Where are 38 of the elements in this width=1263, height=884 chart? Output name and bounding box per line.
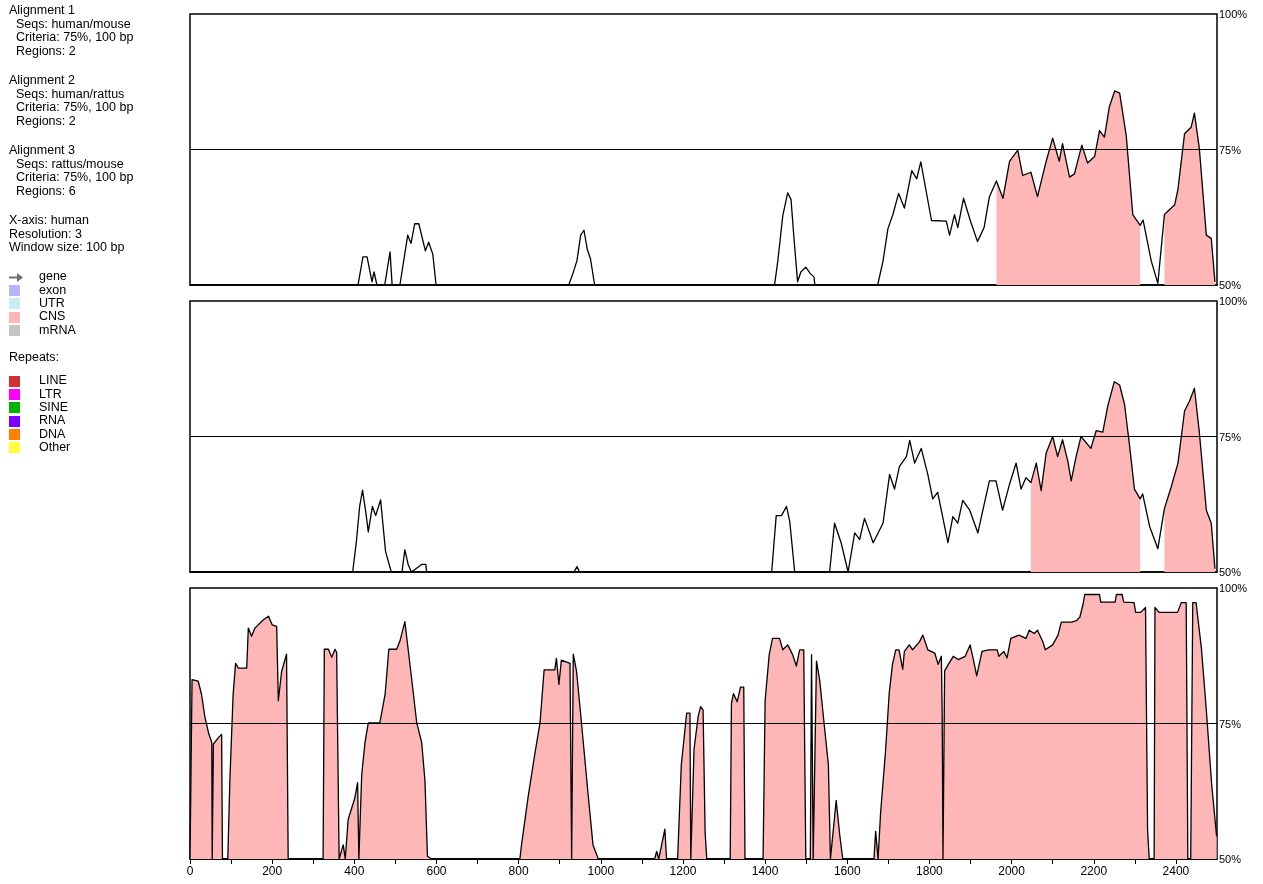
y-tick-label: 100%	[1219, 582, 1248, 594]
x-tick-label: 1600	[833, 864, 861, 878]
x-tick-label: 1200	[669, 864, 697, 878]
y-tick-label: 100%	[1219, 295, 1248, 307]
text: X-axis: human Resolution: 3 Window size: 100 bp	[9, 213, 126, 255]
text: mRNA	[39, 322, 76, 338]
text: SINE	[39, 399, 69, 415]
y-tick-label: 100%	[1219, 8, 1248, 20]
text: Other	[39, 439, 71, 455]
text: Repeats:	[9, 349, 61, 365]
y-tick-label: 50%	[1219, 853, 1242, 865]
text: LINE	[39, 373, 67, 388]
x-tick-label: 1000	[587, 864, 615, 878]
x-tick-label: 400	[344, 864, 365, 878]
x-tick-label: 1400	[751, 864, 779, 878]
text: gene	[39, 269, 67, 284]
x-tick-label: 800	[508, 864, 529, 878]
x-tick-label: 2200	[1080, 864, 1108, 878]
y-tick-label: 75%	[1219, 717, 1242, 730]
y-tick-label: 50%	[1219, 566, 1242, 578]
x-tick-label: 1800	[916, 864, 944, 878]
y-tick-label: 75%	[1219, 143, 1242, 156]
text: LTR	[39, 386, 62, 402]
x-tick-label: 2400	[1162, 864, 1190, 878]
text: DNA	[39, 426, 66, 442]
x-tick-label: 200	[262, 864, 283, 878]
text: Alignment 2 Seqs: human/rattus Criteria: 75%, 100 bp Regions: 2	[9, 73, 135, 128]
x-tick-label: 600	[426, 864, 447, 878]
y-tick-label: 50%	[1219, 279, 1242, 291]
text: exon	[39, 282, 67, 298]
text: Alignment 1 Seqs: human/mouse Criteria: 75%, 100 bp Regions: 2	[9, 3, 135, 58]
x-tick-label: 0	[186, 864, 194, 878]
text: CNS	[39, 309, 66, 324]
text: Alignment 3 Seqs: rattus/mouse Criteria: 75%, 100 bp Regions: 6	[9, 143, 135, 198]
text: UTR	[39, 296, 65, 311]
text: RNA	[39, 413, 66, 428]
x-tick-label: 2000	[998, 864, 1026, 878]
y-tick-label: 75%	[1219, 430, 1242, 443]
